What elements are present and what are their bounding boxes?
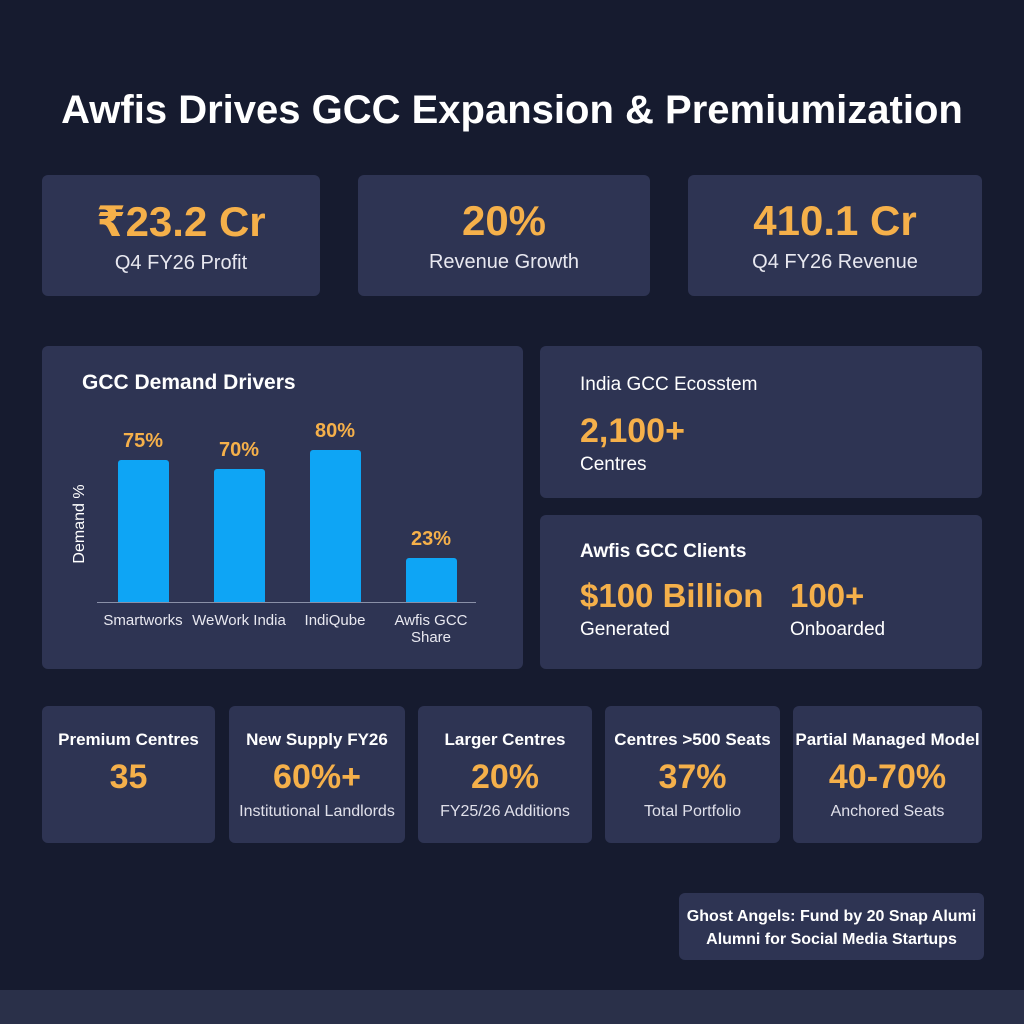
- card-label: Generated: [580, 619, 670, 640]
- value-label: 75%: [122, 429, 164, 452]
- card-title: India GCC Ecosstem: [580, 374, 758, 395]
- kpi-value: ₹23.2 Cr: [96, 198, 266, 245]
- metric-card: New Supply FY26 60%+ Institutional Landl…: [229, 706, 405, 843]
- metric-label: Institutional Landlords: [239, 803, 395, 820]
- clients-card: Awfis GCC Clients $100 Billion Generated…: [540, 515, 982, 669]
- y-axis-label: Demand %: [71, 484, 88, 564]
- metric-title: Centres >500 Seats: [614, 730, 771, 749]
- bar: [117, 459, 169, 602]
- metric-value: 35: [109, 758, 148, 796]
- metric-value: 20%: [470, 758, 540, 796]
- card-label: Centres: [580, 454, 647, 475]
- metric-card: Larger Centres 20% FY25/26 Additions: [418, 706, 592, 843]
- metric-label: Anchored Seats: [830, 803, 945, 820]
- metric-label: Total Portfolio: [644, 803, 741, 820]
- x-tick-label: WeWork India: [192, 612, 286, 629]
- kpi-card: 410.1 Cr Q4 FY26 Revenue: [688, 175, 982, 296]
- ecosystem-card: India GCC Ecosstem 2,100+ Centres: [540, 346, 982, 498]
- metric-title: Partial Managed Model: [795, 730, 980, 749]
- card-label: Onboarded: [790, 619, 886, 640]
- metric-card: Partial Managed Model 40-70% Anchored Se…: [793, 706, 982, 843]
- x-tick-label: Awfis GCC Share: [394, 612, 468, 646]
- bar: [213, 469, 265, 602]
- x-axis: [97, 602, 476, 603]
- chart-title: GCC Demand Drivers: [82, 371, 296, 394]
- kpi-card: 20% Revenue Growth: [358, 175, 650, 296]
- footer-strip: [0, 990, 1024, 1024]
- note-line: Alumni for Social Media Startups: [706, 931, 957, 948]
- kpi-value: 20%: [461, 197, 547, 244]
- metric-value: 37%: [658, 758, 727, 796]
- kpi-label: Revenue Growth: [428, 251, 580, 273]
- metric-label: FY25/26 Additions: [440, 803, 570, 820]
- metric-title: New Supply FY26: [246, 730, 388, 749]
- bar: [309, 450, 361, 602]
- note-card: Ghost Angels: Fund by 20 Snap Alumi Alum…: [679, 893, 984, 960]
- x-tick-label: Smartworks: [103, 612, 183, 629]
- x-tick-label: IndiQube: [304, 612, 366, 629]
- note-line: Ghost Angels: Fund by 20 Snap Alumi: [686, 908, 977, 925]
- metric-title: Premium Centres: [58, 730, 199, 749]
- kpi-label: Q4 FY26 Profit: [114, 252, 248, 274]
- value-label: 70%: [218, 439, 260, 461]
- card-value: $100 Billion: [580, 577, 764, 614]
- page-title: Awfis Drives GCC Expansion & Premiumizat…: [61, 88, 963, 132]
- card-value: 100+: [790, 577, 865, 614]
- metric-card: Premium Centres 35: [42, 706, 215, 843]
- kpi-value: 410.1 Cr: [753, 197, 917, 244]
- value-label: 80%: [314, 420, 356, 442]
- value-label: 23%: [410, 528, 452, 551]
- kpi-card: ₹23.2 Cr Q4 FY26 Profit: [42, 175, 320, 296]
- kpi-label: Q4 FY26 Revenue: [752, 251, 918, 273]
- bar: [405, 558, 457, 602]
- metric-title: Larger Centres: [444, 730, 566, 749]
- card-title: Awfis GCC Clients: [580, 541, 747, 562]
- metric-value: 40-70%: [828, 758, 947, 796]
- metric-card: Centres >500 Seats 37% Total Portfolio: [605, 706, 780, 843]
- metric-value: 60%+: [273, 758, 361, 796]
- card-value: 2,100+: [580, 412, 685, 450]
